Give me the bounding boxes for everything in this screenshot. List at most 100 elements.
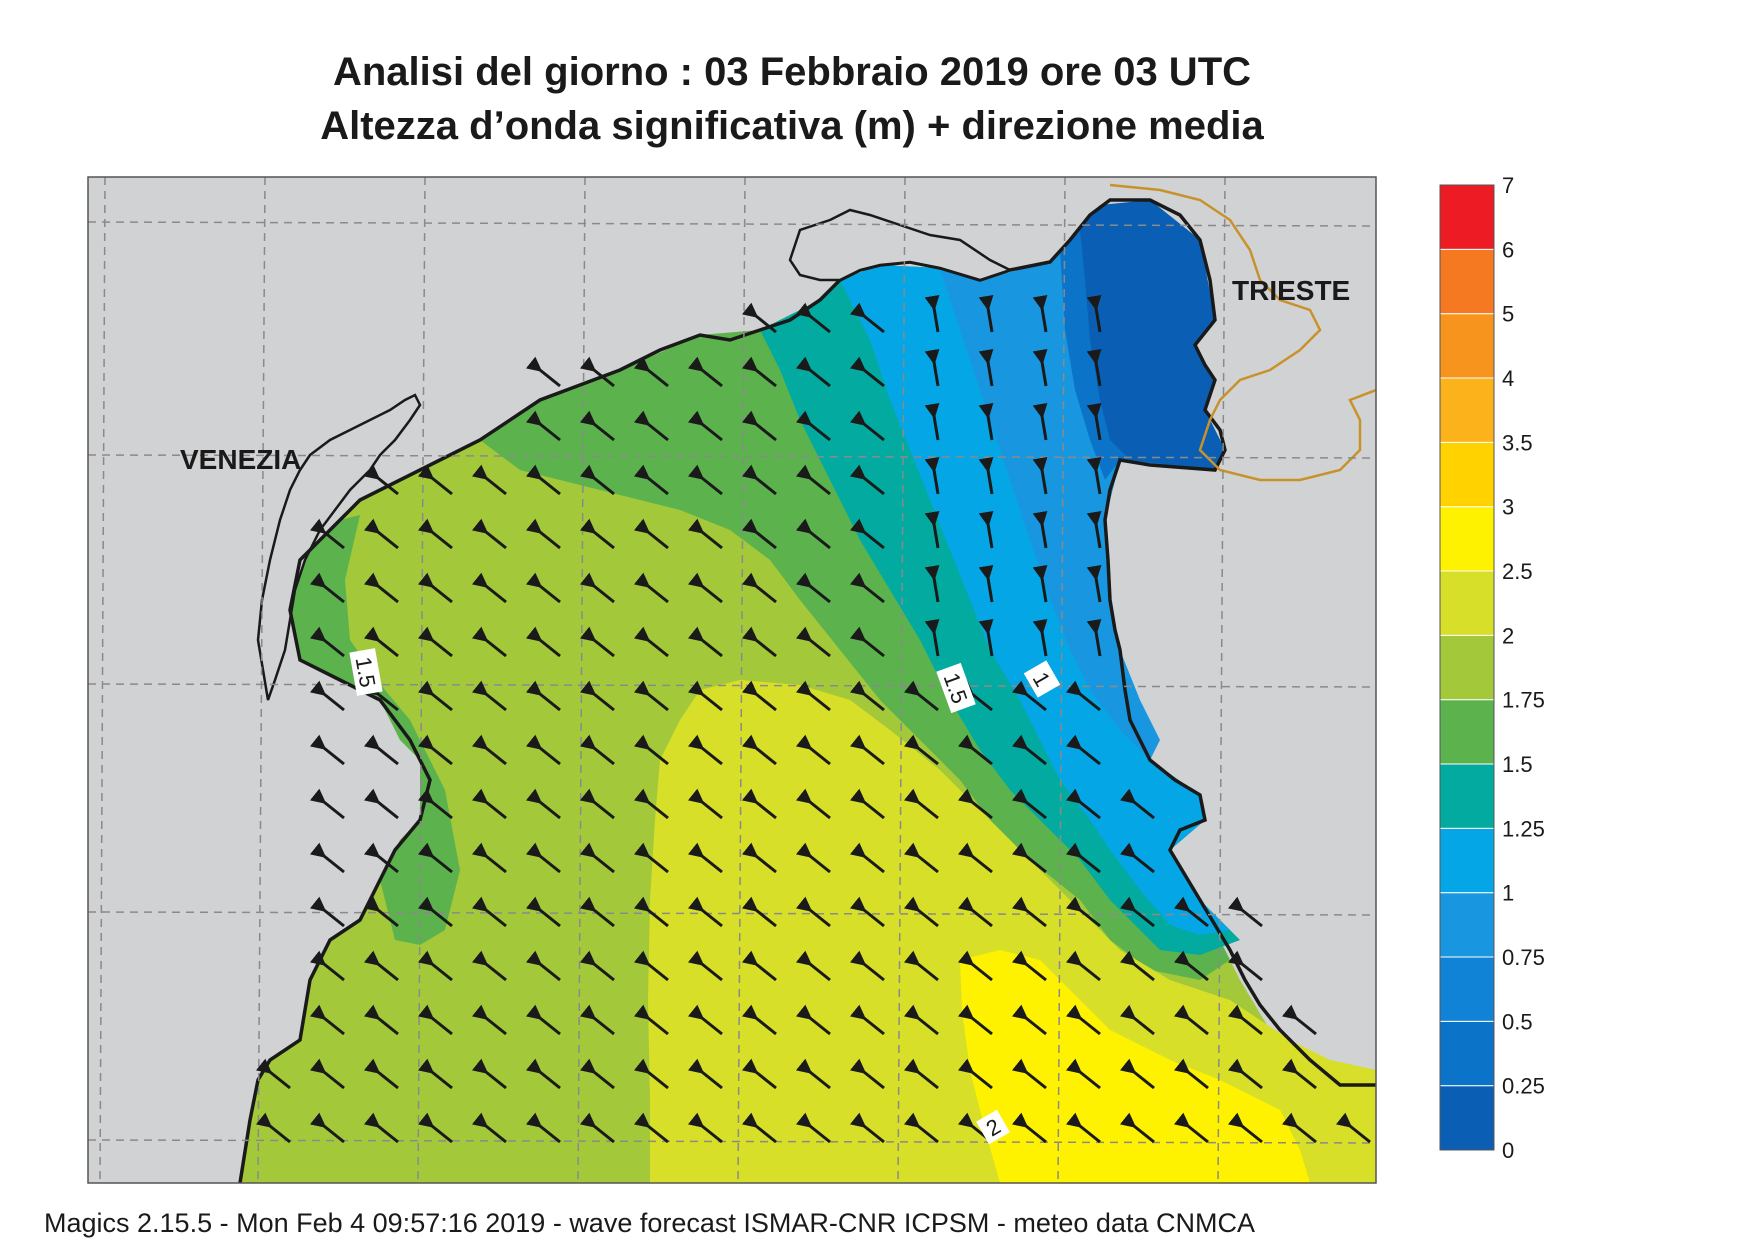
wave-arrow [849, 788, 885, 820]
wave-arrow [741, 950, 777, 982]
map-frame [87, 176, 1377, 1184]
wave-arrow [309, 518, 345, 550]
wave-arrow [579, 1058, 615, 1090]
sea-band-1.75 [648, 680, 1376, 1183]
map-subtitle: Altezza d’onda significativa (m) + direz… [320, 104, 1264, 148]
wave-arrow [417, 896, 453, 928]
wave-arrow [309, 842, 345, 874]
wave-arrow [1065, 842, 1101, 874]
wave-arrow [741, 1004, 777, 1036]
wave-arrow [1032, 564, 1048, 603]
wave-arrow [924, 618, 940, 657]
sea-band-0 [1080, 200, 1225, 470]
wave-arrow [525, 950, 561, 982]
wave-arrow [849, 518, 885, 550]
wave-arrow [363, 572, 399, 604]
wave-arrow [849, 464, 885, 496]
wave-arrow [471, 788, 507, 820]
wave-arrow [1281, 1112, 1317, 1144]
wave-arrow [633, 1058, 669, 1090]
wave-arrow [849, 356, 885, 388]
city-label-trieste: TRIESTE [1232, 275, 1350, 306]
wave-direction-arrows [255, 294, 1371, 1144]
wave-arrow [363, 464, 399, 496]
wave-arrow [1011, 842, 1047, 874]
wave-arrow [525, 1004, 561, 1036]
wave-arrow [903, 1004, 939, 1036]
wave-arrow [579, 680, 615, 712]
wave-arrow [795, 356, 831, 388]
legend-tick-label: 0.75 [1502, 945, 1545, 970]
wave-arrow [309, 1112, 345, 1144]
wave-arrow [903, 842, 939, 874]
wave-arrow [924, 348, 940, 387]
wave-arrow [687, 410, 723, 442]
wave-arrow [1119, 1058, 1155, 1090]
wave-arrow [1227, 1058, 1263, 1090]
wave-arrow [741, 842, 777, 874]
wave-arrow [471, 1112, 507, 1144]
wave-arrow [795, 1004, 831, 1036]
legend-swatch [1439, 377, 1495, 443]
wave-arrow [579, 896, 615, 928]
wave-arrow [525, 734, 561, 766]
legend-swatch [1439, 827, 1495, 894]
wave-arrow [417, 842, 453, 874]
legend-swatch [1439, 506, 1495, 572]
wave-arrow [633, 950, 669, 982]
wave-arrow [687, 1058, 723, 1090]
wave-arrow [741, 626, 777, 658]
legend-swatch [1439, 1085, 1495, 1151]
wave-arrow [579, 626, 615, 658]
wave-arrow [957, 1004, 993, 1036]
wave-arrow [1011, 1004, 1047, 1036]
wave-arrow [687, 626, 723, 658]
legend-tick-label: 5 [1502, 302, 1514, 327]
legend-tick-label: 1.75 [1502, 688, 1545, 713]
contour-label-west: 1.5 [349, 648, 383, 696]
wave-arrow [849, 410, 885, 442]
wave-arrow [1011, 788, 1047, 820]
wave-arrow [687, 1004, 723, 1036]
wave-arrow [741, 896, 777, 928]
wave-arrow [1011, 1058, 1047, 1090]
color-legend: 0 0.25 0.5 0.75 1 1.25 1.5 1.75 2 2.5 3 3.5 4 5 6 7 [1439, 173, 1545, 1163]
wave-arrow [363, 626, 399, 658]
wave-arrow [579, 842, 615, 874]
wave-arrow [1119, 950, 1155, 982]
wave-arrow [924, 402, 940, 441]
legend-frame [1439, 184, 1495, 1151]
wave-arrow [1032, 510, 1048, 549]
wave-arrow [795, 302, 831, 334]
wave-arrow [633, 626, 669, 658]
wave-arrow [795, 572, 831, 604]
wave-arrow [309, 626, 345, 658]
wave-arrow [417, 788, 453, 820]
contour-label-east: 1 [1023, 660, 1061, 698]
wave-arrow [633, 1004, 669, 1036]
wave-arrow [795, 896, 831, 928]
wave-arrow [795, 788, 831, 820]
legend-swatch [1439, 892, 1495, 958]
wave-arrow [924, 456, 940, 495]
wave-arrow [471, 626, 507, 658]
legend-tick-label: 3 [1502, 495, 1514, 520]
wave-arrow [795, 626, 831, 658]
wave-arrow [849, 680, 885, 712]
wave-arrow [687, 1112, 723, 1144]
wave-arrow [924, 510, 940, 549]
wave-arrow [633, 788, 669, 820]
wave-arrow [309, 734, 345, 766]
wave-arrow [417, 680, 453, 712]
wave-arrow [471, 464, 507, 496]
wave-arrow [633, 572, 669, 604]
wave-arrow [687, 788, 723, 820]
wave-arrow [363, 734, 399, 766]
city-label-venezia: VENEZIA [180, 444, 301, 475]
wave-arrow [795, 680, 831, 712]
wave-arrow [1065, 734, 1101, 766]
wave-arrow [1011, 734, 1047, 766]
wave-arrow [978, 618, 994, 657]
wave-arrow [1335, 1112, 1371, 1144]
